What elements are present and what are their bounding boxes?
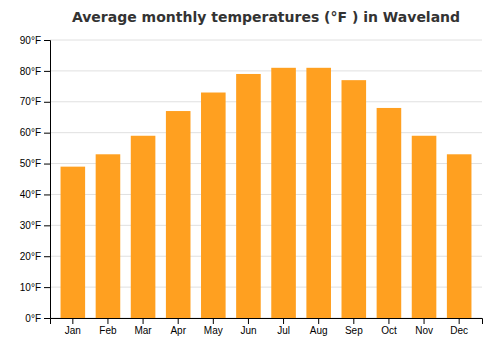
x-tick-label: Nov xyxy=(415,325,433,336)
y-tick-mark xyxy=(44,133,50,134)
x-tick-mark xyxy=(107,318,108,324)
grid-line xyxy=(50,132,482,133)
y-tick-label: 20°F xyxy=(20,251,41,262)
bar xyxy=(342,80,367,318)
x-tick-label: Dec xyxy=(450,325,468,336)
y-tick-label: 80°F xyxy=(20,66,41,77)
x-tick: Oct xyxy=(381,318,397,336)
x-tick-label: Jan xyxy=(65,325,81,336)
y-tick: 60°F xyxy=(20,127,50,138)
chart-svg: Average monthly temperatures (°F ) in Wa… xyxy=(0,0,500,350)
y-tick: 10°F xyxy=(20,282,50,293)
x-tick-label: Jul xyxy=(277,325,290,336)
y-tick-label: 90°F xyxy=(20,35,41,46)
y-tick: 20°F xyxy=(20,251,50,262)
y-tick: 70°F xyxy=(20,96,50,107)
y-tick-label: 0°F xyxy=(25,313,41,324)
bar xyxy=(61,167,86,318)
y-tick: 80°F xyxy=(20,66,50,77)
x-tick-mark xyxy=(283,318,284,324)
y-tick-label: 60°F xyxy=(20,127,41,138)
x-tick-label: Apr xyxy=(170,325,186,336)
bar xyxy=(271,68,296,318)
y-tick-mark xyxy=(44,40,50,41)
y-tick-mark xyxy=(44,318,50,319)
y-tick-mark xyxy=(44,164,50,165)
y-tick: 40°F xyxy=(20,189,50,200)
x-axis-line xyxy=(51,319,483,325)
x-tick: Sep xyxy=(345,318,363,336)
y-tick-label: 40°F xyxy=(20,189,41,200)
y-tick: 30°F xyxy=(20,220,50,231)
x-tick: May xyxy=(204,318,223,336)
bar xyxy=(236,74,261,318)
x-tick-mark xyxy=(248,318,249,324)
bars xyxy=(61,68,472,318)
bar xyxy=(166,111,191,318)
bar xyxy=(447,154,472,318)
x-tick-label: Aug xyxy=(310,325,328,336)
grid-line xyxy=(50,101,482,102)
y-axis: 0°F 10°F 20°F 30°F 40°F 50°F 60°F 70°F 80°F 90°F xyxy=(20,35,51,324)
x-tick-mark xyxy=(72,318,73,324)
bar xyxy=(96,154,121,318)
x-tick: Dec xyxy=(450,318,468,336)
x-axis: Jan Feb Mar Apr May Jun Jul Aug Sep Oct Nov Dec xyxy=(51,318,483,336)
x-tick-label: Oct xyxy=(381,325,397,336)
x-tick-label: Feb xyxy=(99,325,117,336)
bar xyxy=(306,68,331,318)
x-tick-label: Sep xyxy=(345,325,363,336)
x-tick-mark xyxy=(213,318,214,324)
grid xyxy=(50,40,482,318)
y-tick-mark xyxy=(44,102,50,103)
x-tick-label: Mar xyxy=(134,325,152,336)
bar xyxy=(201,93,226,318)
bar xyxy=(412,136,437,318)
y-axis-line xyxy=(44,41,51,319)
y-tick-label: 70°F xyxy=(20,96,41,107)
y-tick: 90°F xyxy=(20,35,50,46)
x-tick: Aug xyxy=(310,318,328,336)
x-tick: Jul xyxy=(277,318,290,336)
chart-container: Average monthly temperatures (°F ) in Wa… xyxy=(0,0,500,350)
x-tick: Apr xyxy=(170,318,186,336)
x-tick: Jun xyxy=(240,318,256,336)
x-tick: Nov xyxy=(415,318,433,336)
grid-line xyxy=(50,70,482,71)
x-tick: Mar xyxy=(134,318,152,336)
y-tick-mark xyxy=(44,71,50,72)
y-tick-label: 50°F xyxy=(20,158,41,169)
y-tick-mark xyxy=(44,225,50,226)
x-tick-label: May xyxy=(204,325,223,336)
y-tick-mark xyxy=(44,287,50,288)
x-tick-mark xyxy=(388,318,389,324)
y-tick: 50°F xyxy=(20,158,50,169)
y-tick-mark xyxy=(44,256,50,257)
x-tick: Jan xyxy=(65,318,81,336)
x-tick-mark xyxy=(459,318,460,324)
bar xyxy=(131,136,156,318)
y-tick-label: 10°F xyxy=(20,282,41,293)
x-tick-label: Jun xyxy=(240,325,256,336)
x-tick: Feb xyxy=(99,318,117,336)
y-tick: 0°F xyxy=(25,313,50,324)
plot-area: 0°F 10°F 20°F 30°F 40°F 50°F 60°F 70°F 80°F 90°F J… xyxy=(20,35,483,336)
y-tick-mark xyxy=(44,194,50,195)
chart-title: Average monthly temperatures (°F ) in Wa… xyxy=(72,9,460,25)
x-tick-mark xyxy=(424,318,425,324)
x-tick-mark xyxy=(353,318,354,324)
grid-line xyxy=(50,40,482,41)
x-tick-mark xyxy=(178,318,179,324)
y-tick-label: 30°F xyxy=(20,220,41,231)
x-tick-mark xyxy=(318,318,319,324)
x-tick-mark xyxy=(143,318,144,324)
bar xyxy=(377,108,402,318)
